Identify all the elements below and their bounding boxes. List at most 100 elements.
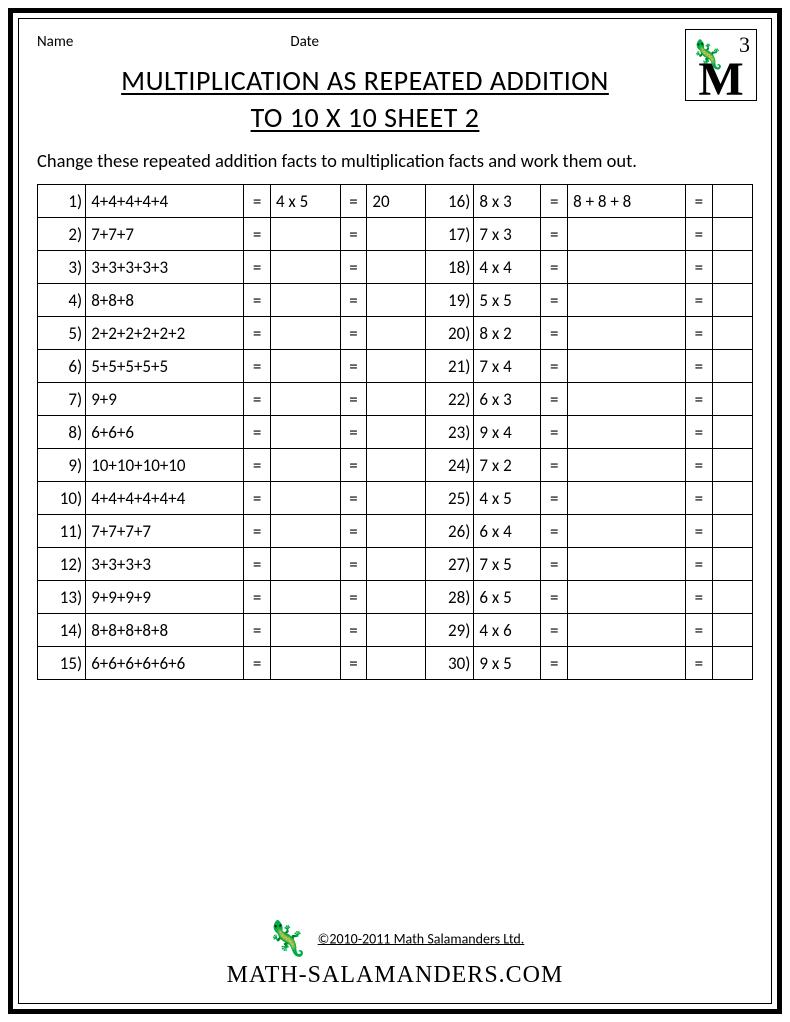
equals-sign: = <box>685 548 712 581</box>
addition-expr: 7+7+7+7 <box>86 515 244 548</box>
row-number: 13) <box>38 581 86 614</box>
mult-fact: 7 x 5 <box>474 548 541 581</box>
mult-fact: 7 x 2 <box>474 449 541 482</box>
addition-expr: 3+3+3+3 <box>86 548 244 581</box>
mult-fact-cell[interactable] <box>270 251 340 284</box>
instructions-text: Change these repeated addition facts to … <box>37 149 753 172</box>
answer-cell[interactable] <box>367 581 426 614</box>
equals-sign: = <box>541 515 568 548</box>
mult-fact: 9 x 5 <box>474 647 541 680</box>
equals-sign: = <box>685 251 712 284</box>
name-label: Name <box>37 33 287 51</box>
answer-cell[interactable] <box>712 218 752 251</box>
addition-expr-cell[interactable] <box>568 548 686 581</box>
mult-fact-cell[interactable] <box>270 218 340 251</box>
copyright-text: ©2010-2011 Math Salamanders Ltd. <box>318 930 525 947</box>
row-number: 6) <box>38 350 86 383</box>
addition-expr: 4+4+4+4+4+4 <box>86 482 244 515</box>
equals-sign: = <box>541 251 568 284</box>
equals-sign: = <box>541 581 568 614</box>
answer-cell[interactable] <box>367 416 426 449</box>
addition-expr-cell[interactable] <box>568 251 686 284</box>
equals-sign: = <box>685 383 712 416</box>
answer-cell[interactable] <box>367 515 426 548</box>
equals-sign: = <box>340 581 367 614</box>
answer-cell[interactable] <box>712 548 752 581</box>
addition-expr-cell[interactable] <box>568 647 686 680</box>
addition-expr-cell[interactable] <box>568 383 686 416</box>
mult-fact-cell[interactable] <box>270 614 340 647</box>
mult-fact-cell[interactable] <box>270 284 340 317</box>
mult-fact-cell[interactable] <box>270 482 340 515</box>
addition-expr: 10+10+10+10 <box>86 449 244 482</box>
mult-fact-cell[interactable] <box>270 647 340 680</box>
equals-sign: = <box>340 284 367 317</box>
inner-frame: Name Date 3 🦎 M MULTIPLICATION AS REPEAT… <box>18 18 772 1004</box>
mult-fact-cell[interactable] <box>270 317 340 350</box>
answer-cell[interactable] <box>712 449 752 482</box>
mult-fact: 4 x 4 <box>474 251 541 284</box>
mult-fact-cell[interactable] <box>270 350 340 383</box>
answer-cell[interactable] <box>712 416 752 449</box>
row-number: 23) <box>426 416 474 449</box>
mult-fact-cell[interactable]: 4 x 5 <box>270 185 340 218</box>
addition-expr-cell[interactable] <box>568 284 686 317</box>
answer-cell[interactable] <box>367 383 426 416</box>
row-number: 27) <box>426 548 474 581</box>
mult-fact: 4 x 6 <box>474 614 541 647</box>
equals-sign: = <box>340 185 367 218</box>
answer-cell[interactable] <box>712 383 752 416</box>
addition-expr-cell[interactable]: 8 + 8 + 8 <box>568 185 686 218</box>
answer-cell[interactable] <box>712 350 752 383</box>
answer-cell[interactable] <box>367 548 426 581</box>
addition-expr-cell[interactable] <box>568 449 686 482</box>
worksheet-title-line2: TO 10 X 10 SHEET 2 <box>37 100 693 135</box>
answer-cell[interactable] <box>367 482 426 515</box>
answer-cell[interactable] <box>367 317 426 350</box>
answer-cell[interactable]: 20 <box>367 185 426 218</box>
row-number: 15) <box>38 647 86 680</box>
equals-sign: = <box>340 350 367 383</box>
mult-fact-cell[interactable] <box>270 581 340 614</box>
mult-fact: 8 x 2 <box>474 317 541 350</box>
equals-sign: = <box>541 350 568 383</box>
addition-expr-cell[interactable] <box>568 614 686 647</box>
mult-fact-cell[interactable] <box>270 515 340 548</box>
addition-expr-cell[interactable] <box>568 350 686 383</box>
row-number: 17) <box>426 218 474 251</box>
addition-expr-cell[interactable] <box>568 218 686 251</box>
answer-cell[interactable] <box>712 185 752 218</box>
equals-sign: = <box>340 449 367 482</box>
equals-sign: = <box>685 317 712 350</box>
table-row: 4)8+8+8==19)5 x 5== <box>38 284 753 317</box>
answer-cell[interactable] <box>367 449 426 482</box>
mult-fact-cell[interactable] <box>270 548 340 581</box>
answer-cell[interactable] <box>367 350 426 383</box>
addition-expr-cell[interactable] <box>568 416 686 449</box>
mult-fact: 5 x 5 <box>474 284 541 317</box>
answer-cell[interactable] <box>367 284 426 317</box>
answer-cell[interactable] <box>712 284 752 317</box>
answer-cell[interactable] <box>712 647 752 680</box>
answer-cell[interactable] <box>367 647 426 680</box>
equals-sign: = <box>244 218 271 251</box>
answer-cell[interactable] <box>367 218 426 251</box>
addition-expr-cell[interactable] <box>568 581 686 614</box>
answer-cell[interactable] <box>367 614 426 647</box>
equals-sign: = <box>541 383 568 416</box>
answer-cell[interactable] <box>712 251 752 284</box>
mult-fact-cell[interactable] <box>270 416 340 449</box>
equals-sign: = <box>685 218 712 251</box>
mult-fact-cell[interactable] <box>270 383 340 416</box>
mult-fact-cell[interactable] <box>270 449 340 482</box>
addition-expr-cell[interactable] <box>568 317 686 350</box>
answer-cell[interactable] <box>712 317 752 350</box>
answer-cell[interactable] <box>712 581 752 614</box>
answer-cell[interactable] <box>712 482 752 515</box>
mult-fact: 6 x 5 <box>474 581 541 614</box>
answer-cell[interactable] <box>367 251 426 284</box>
answer-cell[interactable] <box>712 614 752 647</box>
addition-expr-cell[interactable] <box>568 515 686 548</box>
answer-cell[interactable] <box>712 515 752 548</box>
addition-expr-cell[interactable] <box>568 482 686 515</box>
